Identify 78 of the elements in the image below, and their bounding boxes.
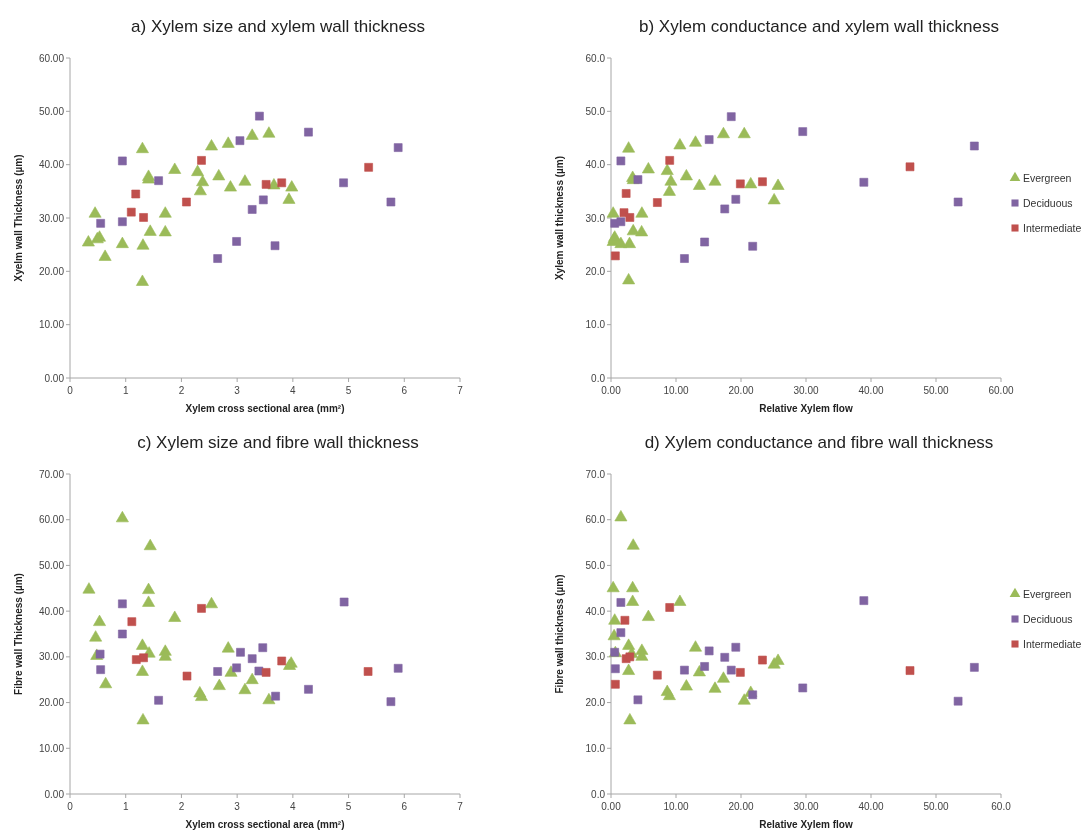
legend-label: Intermediate <box>1023 637 1082 650</box>
y-tick-label: 60.00 <box>38 514 65 526</box>
y-tick-label: 0.0 <box>591 372 606 384</box>
y-tick-label: 40.00 <box>38 605 65 617</box>
chart-title: c) Xylem size and fibre wall thickness <box>137 433 419 452</box>
x-tick-label: 20.00 <box>728 801 754 812</box>
x-tick-label: 0.00 <box>601 801 622 812</box>
legend-label: Intermediate <box>1023 221 1082 234</box>
y-tick-label: 50.00 <box>38 105 65 117</box>
y-tick-label: 50.00 <box>38 559 65 571</box>
y-axis-title: Fibre wall Thickness (µm) <box>13 573 24 695</box>
y-tick-label: 20.0 <box>585 697 606 709</box>
y-tick-label: 0.0 <box>591 788 606 800</box>
y-tick-label: 60.00 <box>38 52 65 64</box>
y-tick-label: 40.0 <box>585 159 606 171</box>
legend-label: Deciduous <box>1023 196 1073 209</box>
x-tick-label: 6 <box>401 801 408 812</box>
x-tick-label: 40.00 <box>858 385 884 396</box>
x-tick-label: 40.00 <box>858 801 884 812</box>
chart-title: d) Xylem conductance and fibre wall thickness <box>644 433 994 452</box>
x-tick-label: 10.00 <box>663 385 689 396</box>
x-tick-label: 2 <box>178 385 185 396</box>
x-tick-label: 5 <box>345 385 352 396</box>
y-tick-label: 30.0 <box>585 651 606 663</box>
x-tick-label: 0.00 <box>601 385 622 396</box>
x-tick-label: 4 <box>290 385 297 396</box>
y-tick-label: 20.00 <box>38 265 65 277</box>
y-tick-label: 70.0 <box>585 468 606 480</box>
legend-label: Deciduous <box>1023 612 1073 625</box>
y-axis-title: Xylem wall thickness (µm) <box>554 155 565 281</box>
x-tick-label: 0 <box>67 385 74 396</box>
x-tick-label: 6 <box>401 385 408 396</box>
x-tick-label: 60.0 <box>991 801 1012 812</box>
x-axis-title: Relative Xylem flow <box>759 403 853 414</box>
y-axis-title: Fibre wall thickness (µm) <box>554 574 565 694</box>
y-tick-label: 50.0 <box>585 105 606 117</box>
x-tick-label: 30.00 <box>793 801 819 812</box>
x-tick-label: 30.00 <box>793 385 819 396</box>
x-tick-label: 20.00 <box>728 385 754 396</box>
x-axis-title: Relative Xylem flow <box>759 819 853 830</box>
x-tick-label: 60.00 <box>988 385 1014 396</box>
x-tick-label: 0 <box>67 801 74 812</box>
y-tick-label: 10.00 <box>38 742 65 754</box>
x-tick-label: 5 <box>345 801 352 812</box>
y-tick-label: 10.00 <box>38 319 65 331</box>
y-tick-label: 40.00 <box>38 159 65 171</box>
x-tick-label: 7 <box>457 801 464 812</box>
y-tick-label: 60.0 <box>585 52 606 64</box>
chart-title: b) Xylem conductance and xylem wall thickness <box>639 17 999 36</box>
x-tick-label: 10.00 <box>663 801 689 812</box>
y-tick-label: 30.0 <box>585 212 606 224</box>
y-tick-label: 0.00 <box>44 372 65 384</box>
x-tick-label: 3 <box>234 801 241 812</box>
x-tick-label: 50.00 <box>923 801 949 812</box>
y-tick-label: 70.00 <box>38 468 65 480</box>
x-tick-label: 2 <box>178 801 185 812</box>
x-tick-label: 1 <box>122 801 129 812</box>
y-tick-label: 60.0 <box>585 514 606 526</box>
y-tick-label: 20.00 <box>38 697 65 709</box>
x-tick-label: 3 <box>234 385 241 396</box>
x-axis-title: Xylem cross sectional area (mm²) <box>185 403 345 414</box>
x-axis-title: Xylem cross sectional area (mm²) <box>185 819 345 830</box>
y-tick-label: 10.0 <box>585 742 606 754</box>
legend-label: Evergreen <box>1023 587 1072 600</box>
x-tick-label: 7 <box>457 385 464 396</box>
y-tick-label: 30.00 <box>38 651 65 663</box>
y-tick-label: 30.00 <box>38 212 65 224</box>
y-tick-label: 0.00 <box>44 788 65 800</box>
x-tick-label: 4 <box>290 801 297 812</box>
y-tick-label: 10.0 <box>585 319 606 331</box>
legend-label: Evergreen <box>1023 171 1072 184</box>
y-tick-label: 50.0 <box>585 559 606 571</box>
y-tick-label: 20.0 <box>585 265 606 277</box>
chart-title: a) Xylem size and xylem wall thickness <box>131 17 425 36</box>
y-axis-title: Xyelm wall Thickness (µm) <box>13 154 24 282</box>
x-tick-label: 1 <box>122 385 129 396</box>
x-tick-label: 50.00 <box>923 385 949 396</box>
y-tick-label: 40.0 <box>585 605 606 617</box>
